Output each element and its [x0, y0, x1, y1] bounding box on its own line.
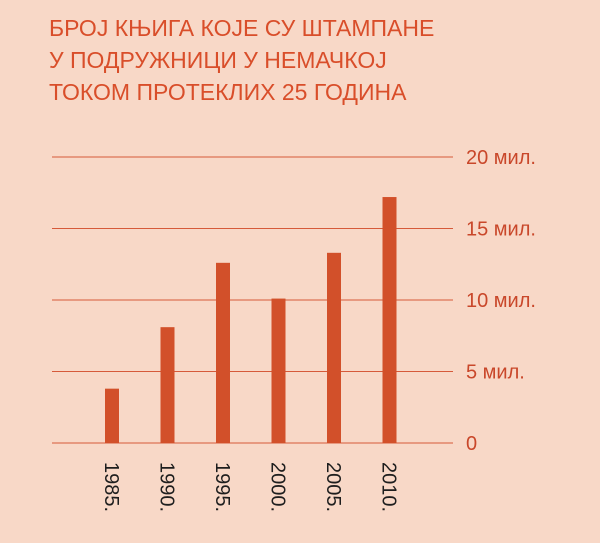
x-category-label: 2005. — [322, 462, 344, 512]
bar — [271, 298, 286, 443]
bar — [327, 252, 341, 443]
y-tick-label: 20 мил. — [466, 147, 536, 169]
x-category-label: 2000. — [267, 462, 289, 512]
y-axis-tick-labels: 20 мил. 15 мил. 10 мил. 5 мил. 0 — [466, 147, 536, 455]
x-category-label: 1985. — [100, 462, 122, 512]
bars — [105, 197, 397, 443]
y-tick-label: 10 мил. — [466, 290, 536, 312]
y-tick-label: 15 мил. — [466, 219, 536, 241]
chart-title-line-1: БРОЈ КЊИГА КОЈЕ СУ ШТАМПАНЕ — [49, 15, 434, 41]
chart-title: БРОЈ КЊИГА КОЈЕ СУ ШТАМПАНЕ У ПОДРУЖНИЦИ… — [49, 15, 434, 105]
chart-title-line-2: У ПОДРУЖНИЦИ У НЕМАЧКОЈ — [49, 47, 387, 73]
x-category-label: 1995. — [211, 462, 233, 512]
x-category-label: 1990. — [156, 462, 178, 512]
x-axis-category-labels: 1985. 1990. 1995. 2000. 2005. 2010. — [100, 462, 400, 512]
bar — [160, 327, 175, 443]
y-tick-label: 5 мил. — [466, 362, 525, 384]
chart-title-line-3: ТОКОМ ПРОТЕКЛИХ 25 ГОДИНА — [49, 79, 407, 105]
y-tick-label: 0 — [466, 433, 477, 455]
x-category-label: 2010. — [378, 462, 400, 512]
bar — [105, 388, 119, 443]
bar — [216, 262, 230, 443]
bar — [382, 197, 397, 443]
